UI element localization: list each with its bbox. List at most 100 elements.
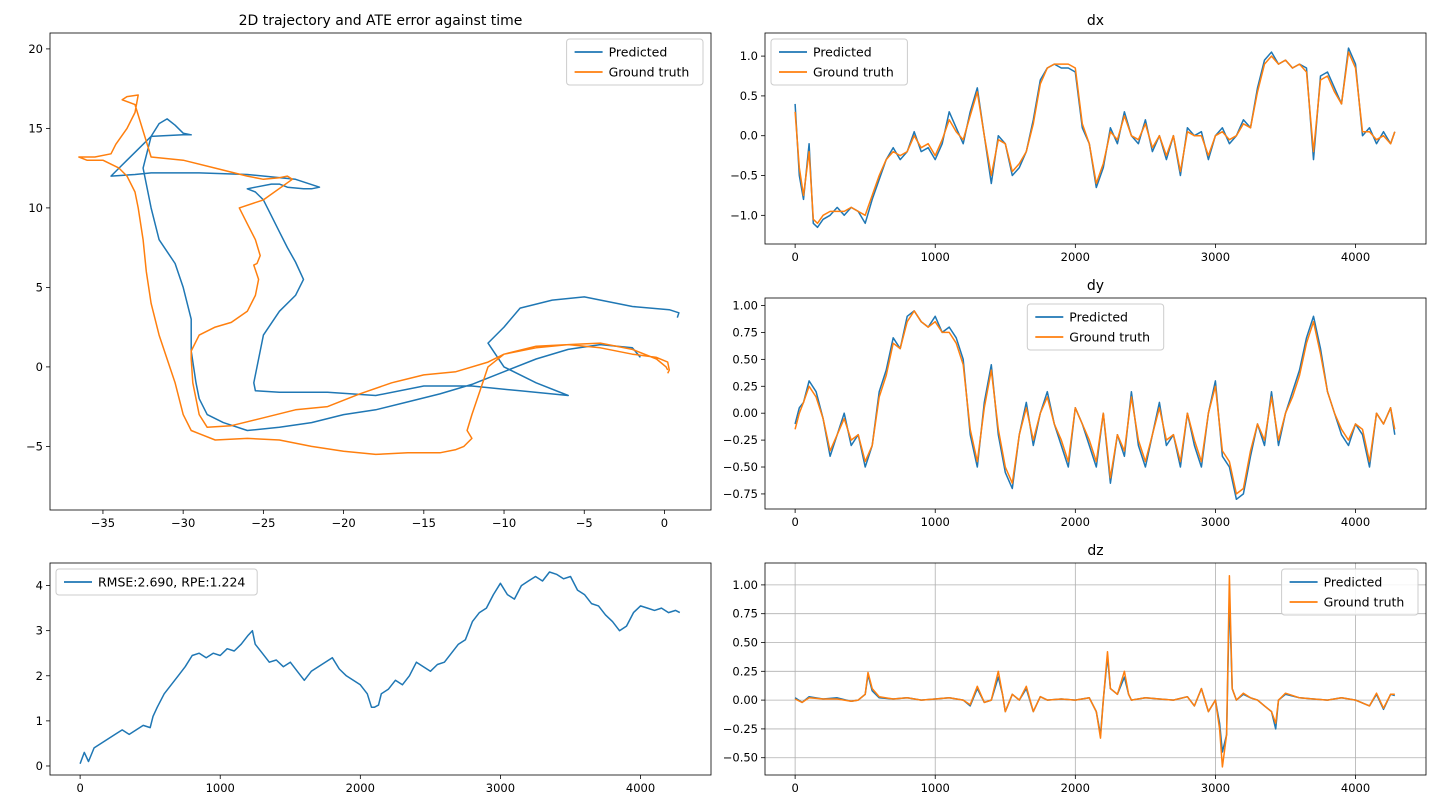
y-tick-label: 0.25 bbox=[732, 664, 758, 678]
legend: Predicted Ground truth bbox=[1281, 568, 1419, 616]
axes-frame bbox=[764, 297, 1427, 510]
y-tick-label: −0.50 bbox=[723, 460, 758, 474]
x-tick-label: −25 bbox=[251, 516, 275, 530]
chart-title: dz bbox=[1087, 543, 1103, 559]
chart-dy: 0 1000 2000 3000 4000 −0.75 −0.50 −0.25 0.00 0.25… bbox=[723, 278, 1427, 529]
axes-frame bbox=[764, 562, 1427, 776]
legend-box bbox=[1026, 303, 1165, 351]
x-tick-label: 0 bbox=[791, 250, 798, 264]
x-tick-label: 4000 bbox=[626, 781, 655, 795]
y-tick-label: 1.00 bbox=[732, 299, 758, 313]
y-tick-label: 0 bbox=[36, 759, 43, 773]
chart-ate: 0 1000 2000 3000 4000 0 1 2 3 4 RMSE:2.690, RPE:1.… bbox=[36, 562, 712, 795]
y-tick-label: 0.75 bbox=[732, 325, 758, 339]
y-tick-label: 4 bbox=[36, 579, 43, 593]
y-tick-label: 0.5 bbox=[740, 89, 758, 103]
legend-label: Predicted bbox=[813, 45, 872, 60]
series-line-b bbox=[78, 94, 671, 456]
x-tick-label: 0 bbox=[791, 781, 798, 795]
axes-frame bbox=[49, 562, 712, 776]
y-tick-label: 15 bbox=[28, 121, 43, 135]
x-tick-label: 0 bbox=[661, 516, 668, 530]
x-tick-label: −35 bbox=[91, 516, 115, 530]
y-tick-label: 0.00 bbox=[732, 693, 758, 707]
series-line-b bbox=[794, 310, 1396, 495]
legend: Predicted Ground truth bbox=[566, 38, 704, 86]
series-line-b bbox=[794, 51, 1396, 225]
legend-label: Predicted bbox=[1324, 575, 1383, 590]
y-tick-label: 0.25 bbox=[732, 379, 758, 393]
y-tick-label: 2 bbox=[36, 669, 43, 683]
x-tick-label: −30 bbox=[171, 516, 195, 530]
x-tick-label: −20 bbox=[331, 516, 355, 530]
legend-box bbox=[1281, 568, 1419, 616]
y-tick-label: 1.00 bbox=[732, 578, 758, 592]
legend-label: Predicted bbox=[609, 45, 668, 60]
legend-label: Predicted bbox=[1069, 310, 1128, 325]
y-tick-label: 0.75 bbox=[732, 607, 758, 621]
chart-dx: 0 1000 2000 3000 4000 −1.0 −0.5 0.0 0.5 1.0 dx Pred… bbox=[730, 13, 1427, 264]
legend-label: Ground truth bbox=[609, 65, 690, 80]
x-tick-label: 4000 bbox=[1341, 250, 1370, 264]
y-tick-label: −0.25 bbox=[723, 722, 758, 736]
legend-box bbox=[770, 38, 908, 86]
series-line-a bbox=[794, 310, 1396, 501]
y-tick-label: −0.75 bbox=[723, 487, 758, 501]
legend: Predicted Ground truth bbox=[770, 38, 908, 86]
y-tick-label: 0.50 bbox=[732, 636, 758, 650]
y-tick-label: 10 bbox=[28, 201, 43, 215]
x-tick-label: 2000 bbox=[1061, 515, 1090, 529]
x-tick-label: 0 bbox=[76, 781, 83, 795]
axes-frame bbox=[764, 32, 1427, 245]
x-tick-label: 3000 bbox=[1201, 250, 1230, 264]
y-tick-label: 1 bbox=[36, 714, 43, 728]
x-tick-label: −10 bbox=[492, 516, 516, 530]
x-tick-label: 2000 bbox=[1061, 250, 1090, 264]
y-tick-label: 5 bbox=[36, 280, 43, 294]
legend-label: Ground truth bbox=[1324, 595, 1405, 610]
y-tick-label: −0.5 bbox=[730, 169, 758, 183]
chart-title: dx bbox=[1087, 13, 1104, 29]
y-tick-label: 0 bbox=[36, 360, 43, 374]
legend-box bbox=[566, 38, 704, 86]
x-tick-label: 4000 bbox=[1341, 515, 1370, 529]
y-tick-label: 0.00 bbox=[732, 406, 758, 420]
y-tick-label: −1.0 bbox=[730, 208, 758, 222]
x-tick-label: 1000 bbox=[921, 781, 950, 795]
legend-box bbox=[55, 568, 258, 596]
y-tick-label: −0.50 bbox=[723, 751, 758, 765]
legend: Predicted Ground truth bbox=[1026, 303, 1165, 351]
legend: RMSE:2.690, RPE:1.224 bbox=[55, 568, 258, 596]
chart-dz: 0 1000 2000 3000 4000 −0.50 −0.25 0.00 0.25 0.50 0… bbox=[723, 543, 1427, 795]
legend-label: Ground truth bbox=[813, 65, 894, 80]
x-tick-label: −15 bbox=[412, 516, 436, 530]
y-tick-label: 3 bbox=[36, 624, 43, 638]
legend-label: RMSE:2.690, RPE:1.224 bbox=[98, 575, 245, 590]
x-tick-label: 4000 bbox=[1341, 781, 1370, 795]
chart-traj: −35 −30 −25 −20 −15 −10 −5 0 −5 0 5 10 15 20 2D trajec… bbox=[26, 13, 712, 530]
series-line-a bbox=[79, 571, 681, 764]
axes-frame bbox=[49, 32, 712, 511]
chart-title: 2D trajectory and ATE error against time bbox=[239, 13, 523, 29]
x-tick-label: 3000 bbox=[1201, 781, 1230, 795]
chart-title: dy bbox=[1087, 278, 1104, 294]
legend-label: Ground truth bbox=[1069, 330, 1150, 345]
x-tick-label: 2000 bbox=[1061, 781, 1090, 795]
series-line-a bbox=[110, 118, 680, 432]
x-tick-label: 2000 bbox=[346, 781, 375, 795]
y-tick-label: −5 bbox=[26, 439, 43, 453]
y-tick-label: 1.0 bbox=[740, 49, 758, 63]
y-tick-label: −0.25 bbox=[723, 433, 758, 447]
x-tick-label: −5 bbox=[576, 516, 593, 530]
y-tick-label: 0.0 bbox=[740, 129, 758, 143]
x-tick-label: 1000 bbox=[921, 515, 950, 529]
series-line-b bbox=[794, 574, 1395, 768]
x-tick-label: 1000 bbox=[206, 781, 235, 795]
x-tick-label: 0 bbox=[791, 515, 798, 529]
x-tick-label: 1000 bbox=[921, 250, 950, 264]
y-tick-label: 20 bbox=[28, 42, 43, 56]
y-tick-label: 0.50 bbox=[732, 352, 758, 366]
x-tick-label: 3000 bbox=[486, 781, 515, 795]
